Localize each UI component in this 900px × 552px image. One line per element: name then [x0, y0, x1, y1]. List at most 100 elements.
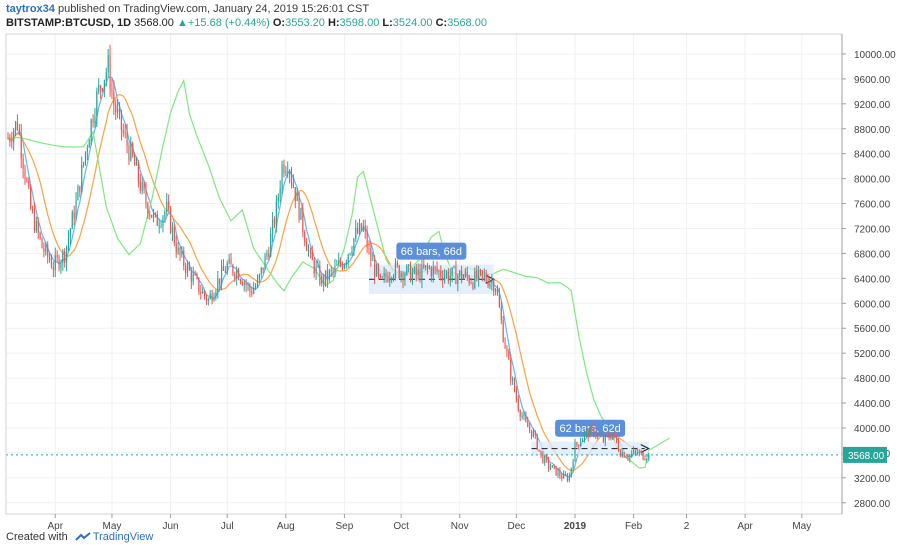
- candle-body[interactable]: [162, 217, 164, 226]
- candle-body[interactable]: [430, 268, 432, 277]
- candle-body[interactable]: [130, 143, 132, 161]
- candle-body[interactable]: [117, 109, 119, 113]
- candle-body[interactable]: [625, 457, 627, 459]
- candle-body[interactable]: [134, 155, 136, 166]
- candle-body[interactable]: [581, 438, 584, 442]
- candle-body[interactable]: [449, 275, 451, 281]
- candle-body[interactable]: [175, 243, 177, 253]
- candle-body[interactable]: [355, 227, 357, 239]
- candle-body[interactable]: [100, 85, 102, 89]
- candle-body[interactable]: [417, 269, 419, 276]
- candle-body[interactable]: [540, 450, 542, 455]
- candle-body[interactable]: [81, 164, 83, 193]
- candle-body[interactable]: [230, 258, 232, 265]
- candle-body[interactable]: [423, 264, 425, 268]
- candle-body[interactable]: [31, 208, 34, 211]
- candle-body[interactable]: [447, 271, 449, 281]
- candle-body[interactable]: [587, 430, 589, 438]
- candle-body[interactable]: [260, 267, 262, 275]
- candle-body[interactable]: [457, 275, 459, 284]
- candle-body[interactable]: [207, 299, 209, 302]
- candle-body[interactable]: [375, 265, 378, 277]
- candle-body[interactable]: [495, 289, 497, 292]
- candle-body[interactable]: [84, 151, 87, 163]
- candle-body[interactable]: [619, 450, 621, 457]
- candle-body[interactable]: [132, 143, 134, 156]
- candle-body[interactable]: [640, 451, 642, 453]
- candle-body[interactable]: [483, 273, 485, 275]
- candle-body[interactable]: [585, 430, 587, 433]
- candle-body[interactable]: [220, 266, 223, 285]
- candle-body[interactable]: [534, 431, 536, 435]
- candle-body[interactable]: [115, 104, 117, 113]
- candle-body[interactable]: [226, 263, 228, 273]
- candle-body[interactable]: [561, 476, 563, 479]
- candle-body[interactable]: [519, 410, 521, 417]
- candle-body[interactable]: [472, 283, 474, 289]
- candle-body[interactable]: [564, 474, 567, 476]
- candle-body[interactable]: [149, 214, 151, 216]
- candle-body[interactable]: [517, 399, 519, 411]
- candle-body[interactable]: [13, 130, 15, 143]
- candle-body[interactable]: [451, 267, 453, 276]
- candle-body[interactable]: [381, 276, 383, 278]
- candle-body[interactable]: [247, 284, 249, 286]
- candle-body[interactable]: [542, 454, 544, 463]
- candle-body[interactable]: [306, 242, 308, 251]
- candle-body[interactable]: [14, 121, 17, 131]
- candle-body[interactable]: [202, 291, 204, 294]
- candle-body[interactable]: [328, 270, 330, 281]
- candle-body[interactable]: [277, 197, 279, 202]
- candle-body[interactable]: [462, 276, 465, 280]
- candle-body[interactable]: [551, 465, 553, 468]
- candle-body[interactable]: [368, 247, 370, 249]
- candle-body[interactable]: [292, 182, 294, 188]
- candle-body[interactable]: [572, 461, 574, 468]
- candle-body[interactable]: [151, 215, 153, 218]
- candle-body[interactable]: [343, 264, 346, 269]
- candle-body[interactable]: [496, 289, 499, 295]
- candle-body[interactable]: [340, 260, 342, 265]
- candle-body[interactable]: [239, 279, 242, 282]
- candle-body[interactable]: [47, 244, 49, 257]
- candle-body[interactable]: [232, 264, 234, 274]
- candle-body[interactable]: [205, 296, 208, 302]
- candle-body[interactable]: [285, 171, 287, 174]
- candle-body[interactable]: [294, 187, 296, 202]
- candle-body[interactable]: [366, 231, 368, 248]
- candle-body[interactable]: [160, 225, 162, 227]
- candle-body[interactable]: [377, 265, 380, 275]
- candle-body[interactable]: [58, 257, 60, 269]
- candle-body[interactable]: [311, 251, 313, 261]
- candle-body[interactable]: [591, 427, 593, 429]
- candle-body[interactable]: [152, 213, 155, 218]
- candle-body[interactable]: [164, 212, 166, 218]
- candle-body[interactable]: [211, 293, 213, 302]
- candle-body[interactable]: [253, 288, 255, 294]
- candle-body[interactable]: [141, 182, 143, 191]
- candle-body[interactable]: [351, 250, 353, 254]
- candle-body[interactable]: [608, 435, 610, 439]
- tradingview-brand[interactable]: TradingView: [92, 531, 154, 543]
- candle-body[interactable]: [576, 442, 578, 445]
- candle-body[interactable]: [194, 273, 196, 276]
- candle-body[interactable]: [48, 256, 51, 261]
- candle-body[interactable]: [101, 88, 104, 91]
- candle-body[interactable]: [400, 273, 402, 278]
- candle-body[interactable]: [557, 470, 559, 476]
- candle-body[interactable]: [330, 270, 332, 272]
- candle-body[interactable]: [28, 181, 30, 187]
- candle-body[interactable]: [67, 237, 70, 247]
- candle-body[interactable]: [50, 260, 53, 268]
- candle-body[interactable]: [459, 270, 461, 276]
- candle-body[interactable]: [555, 465, 557, 476]
- candle-body[interactable]: [86, 147, 88, 152]
- candle-body[interactable]: [515, 391, 517, 400]
- candle-body[interactable]: [600, 434, 603, 436]
- candle-body[interactable]: [113, 91, 115, 105]
- candle-body[interactable]: [88, 140, 90, 148]
- candle-body[interactable]: [334, 265, 336, 272]
- candle-body[interactable]: [317, 265, 319, 267]
- candle-body[interactable]: [396, 262, 398, 266]
- candle-body[interactable]: [120, 110, 122, 131]
